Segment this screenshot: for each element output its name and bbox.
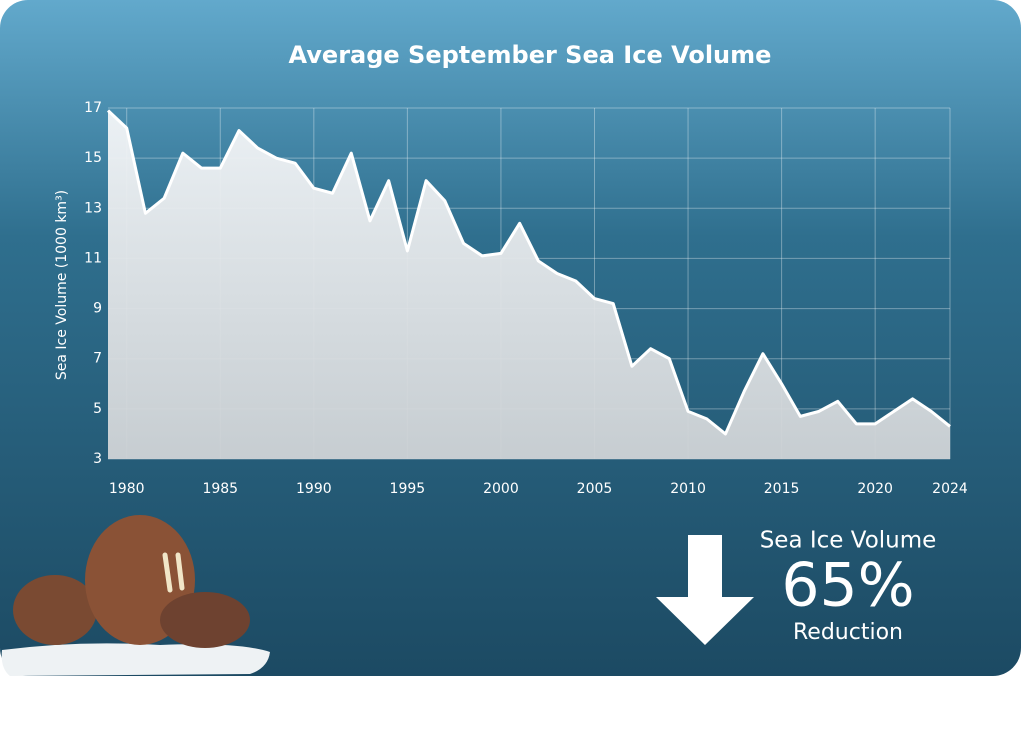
plot-area: 3 5 7 9 11 13 15 17 1980 1985 1990 1995 2000 2005 2010… (84, 100, 968, 497)
x-tick-label: 1990 (296, 481, 332, 497)
x-tick-label: 2015 (764, 481, 800, 497)
y-tick-label: 9 (93, 301, 102, 317)
y-axis-label: Sea Ice Volume (1000 km³) (54, 190, 70, 380)
chart-title: Average September Sea Ice Volume (289, 41, 772, 69)
x-tick-label: 2020 (857, 481, 893, 497)
area (108, 110, 950, 459)
y-tick-label: 7 (93, 351, 102, 367)
x-tick-label: 2000 (483, 481, 519, 497)
x-tick-label: 1980 (109, 481, 145, 497)
y-tick-label: 5 (93, 401, 102, 417)
x-tick-label: 1995 (390, 481, 426, 497)
y-tick-label: 17 (84, 100, 102, 116)
walrus-illustration (1, 515, 271, 676)
line (106, 109, 951, 436)
annotation-caption: Reduction (793, 620, 903, 645)
x-tick-label: 1985 (202, 481, 238, 497)
y-tick-label: 11 (84, 250, 102, 266)
down-arrow (656, 535, 754, 645)
annotation-heading: Sea Ice Volume (760, 528, 937, 554)
y-tick-label: 13 (84, 200, 102, 216)
x-tick-label: 2024 (932, 481, 968, 497)
x-tick-label: 2010 (670, 481, 706, 497)
y-tick-label: 3 (93, 451, 102, 467)
y-tick-label: 15 (84, 150, 102, 166)
x-tick-label: 2005 (577, 481, 613, 497)
annotation-percent: 65% (781, 551, 914, 621)
